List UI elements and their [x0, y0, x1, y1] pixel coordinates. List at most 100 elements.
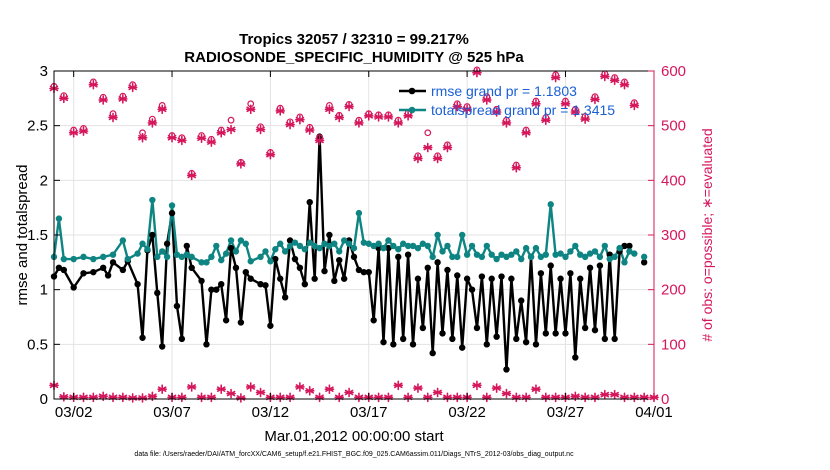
- obs-possible-point: [394, 116, 402, 124]
- spread-point: [242, 240, 250, 247]
- spread-point: [321, 240, 328, 247]
- obs-possible-point: [512, 161, 520, 169]
- spread-point: [188, 253, 195, 261]
- obs-possible-point: [522, 126, 530, 134]
- rmse-point: [419, 324, 427, 332]
- rmse-point: [336, 256, 343, 264]
- rmse-point: [291, 255, 299, 263]
- legend-rmse-marker: [408, 87, 416, 95]
- spread-point: [522, 244, 530, 252]
- spread-point: [154, 253, 161, 261]
- obs-evaluated-point: [167, 132, 177, 143]
- rmse-point: [321, 267, 328, 275]
- rmse-point: [596, 262, 604, 269]
- rmse-point: [385, 244, 392, 252]
- spread-point: [198, 259, 205, 266]
- rmse-point: [414, 275, 422, 282]
- spread-point: [508, 251, 515, 258]
- obs-evaluated-point: [452, 392, 463, 403]
- obs-possible-point: [227, 116, 235, 124]
- spread-point: [385, 237, 392, 244]
- y-tick-label: 2.5: [27, 118, 48, 135]
- y2-tick-label: 400: [661, 172, 686, 189]
- spread-point: [493, 255, 500, 263]
- obs-possible-point: [562, 97, 569, 105]
- spread-point: [340, 237, 348, 244]
- obs-evaluated-point: [531, 384, 541, 394]
- rmse-point: [557, 275, 564, 282]
- obs-evaluated-point: [472, 380, 482, 391]
- chart-subtitle: RADIOSONDE_SPECIFIC_HUMIDITY @ 525 hPa: [184, 49, 524, 66]
- spread-point: [316, 244, 323, 252]
- obs-possible-point: [493, 105, 501, 113]
- obs-possible-point: [158, 102, 166, 109]
- spread-point: [581, 253, 589, 261]
- y-tick-label: 1: [40, 282, 48, 299]
- obs-evaluated-point: [245, 104, 256, 115]
- spread-point: [109, 251, 117, 258]
- spread-point: [606, 255, 613, 263]
- rmse-point: [454, 272, 461, 279]
- rmse-point: [257, 281, 264, 288]
- obs-evaluated-point: [108, 112, 118, 123]
- obs-possible-point: [70, 126, 78, 134]
- obs-possible-point: [286, 118, 294, 126]
- spread-point: [277, 240, 284, 247]
- spread-point: [473, 251, 481, 258]
- obs-possible-point: [178, 134, 186, 142]
- obs-possible-point: [552, 71, 560, 79]
- rmse-point: [542, 330, 550, 337]
- rmse-point: [458, 344, 466, 351]
- spread-point: [90, 255, 97, 263]
- obs-possible-point: [630, 99, 638, 107]
- spread-point: [227, 237, 235, 244]
- rmse-point: [508, 275, 515, 282]
- spread-point: [404, 242, 412, 250]
- spread-point: [306, 239, 313, 246]
- spread-point: [119, 237, 127, 244]
- rmse-point: [178, 335, 186, 343]
- spread-point: [596, 253, 604, 261]
- y-tick-label: 1.5: [27, 227, 48, 244]
- rmse-point: [331, 277, 338, 285]
- spread-point: [163, 253, 171, 261]
- spread-point: [434, 231, 441, 239]
- rmse-point: [80, 270, 87, 277]
- y-tick-label: 3: [40, 63, 48, 80]
- rmse-point: [621, 242, 628, 250]
- obs-evaluated-point: [147, 118, 158, 128]
- spread-point: [542, 251, 550, 258]
- obs-possible-point: [335, 111, 343, 119]
- rmse-point: [463, 275, 471, 282]
- spread-point: [444, 242, 451, 250]
- obs-possible-point: [129, 81, 137, 89]
- obs-possible-point: [542, 114, 550, 121]
- spread-point: [208, 253, 215, 261]
- spread-point: [311, 242, 318, 250]
- rmse-point: [168, 209, 176, 217]
- y2-tick-label: 0: [661, 391, 669, 408]
- rmse-point: [203, 341, 210, 348]
- obs-evaluated-point: [344, 387, 354, 398]
- rmse-point: [547, 262, 554, 269]
- rmse-point: [503, 366, 510, 373]
- x-tick-label: 03/12: [252, 404, 290, 421]
- rmse-point: [139, 334, 146, 341]
- obs-possible-point: [148, 115, 156, 123]
- spread-point: [424, 242, 431, 250]
- spread-point: [577, 251, 584, 258]
- obs-possible-point: [207, 135, 215, 143]
- rmse-point: [409, 341, 417, 348]
- spread-point: [355, 209, 363, 217]
- rmse-point: [149, 231, 156, 239]
- spread-point: [203, 259, 210, 266]
- rmse-point: [380, 338, 387, 346]
- spread-point: [567, 248, 574, 255]
- y2-axis-label: # of obs: o=possible; ∗=evaluated: [699, 128, 715, 341]
- spread-point: [591, 248, 599, 255]
- obs-possible-point: [375, 111, 382, 119]
- obs-possible-point: [365, 110, 373, 118]
- spread-point: [262, 248, 269, 255]
- spread-point: [621, 259, 628, 266]
- y2-tick-label: 500: [661, 118, 686, 135]
